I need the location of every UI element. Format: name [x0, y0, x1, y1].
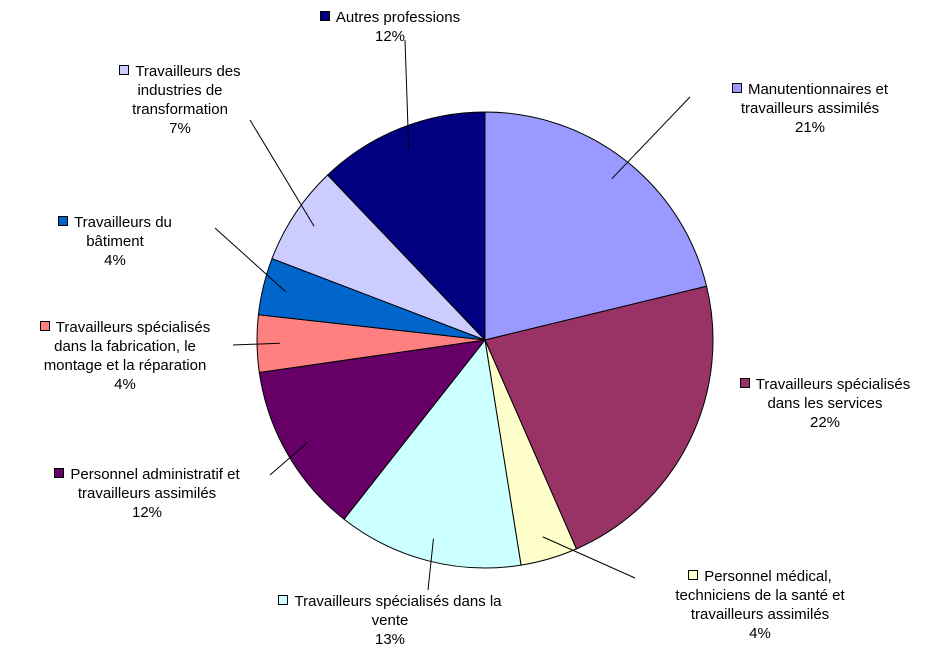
value-label: 13%: [374, 631, 406, 648]
value-label: 12%: [374, 28, 406, 45]
slice-label: Travailleurs spécialisés dans les servic…: [725, 375, 925, 432]
legend-key: [54, 468, 65, 478]
legend-key: [731, 83, 742, 93]
category-name: Travailleurs spécialisés dans la fabrica…: [43, 319, 211, 374]
value-label: 4%: [749, 625, 771, 642]
value-label: 7%: [169, 120, 191, 137]
slice-label: Travailleurs du bâtiment 4%: [45, 213, 185, 270]
slice-label: Travailleurs spécialisés dans la vente 13…: [278, 592, 503, 649]
slice-label: Manutentionnaires et travailleurs assimi…: [708, 80, 913, 137]
category-name: Manutentionnaires et travailleurs assimi…: [740, 81, 889, 117]
legend-key: [119, 65, 130, 75]
value-label: 4%: [114, 376, 136, 393]
slice-label: Travailleurs des industries de transform…: [103, 62, 258, 138]
value-label: 21%: [794, 119, 826, 136]
slice-label: Personnel médical, techniciens de la san…: [668, 567, 853, 643]
legend-key: [278, 595, 289, 605]
pie-slice: [484, 111, 708, 341]
category-name: Travailleurs spécialisés dans la vente: [294, 593, 502, 629]
leader-line: [611, 96, 691, 180]
pie-slice: [326, 111, 486, 342]
leader-line: [542, 536, 636, 579]
leader-line: [214, 227, 286, 292]
value-label: 22%: [809, 414, 841, 431]
leader-line: [232, 342, 280, 346]
slice-label: Autres professions 12%: [290, 8, 490, 46]
pie-slice: [258, 339, 487, 520]
category-name: Personnel médical, techniciens de la san…: [675, 568, 845, 623]
value-label: 12%: [131, 504, 163, 521]
leader-line: [249, 119, 315, 227]
value-label: 4%: [104, 252, 126, 269]
pie-slice: [484, 285, 714, 550]
legend-key: [39, 321, 50, 331]
category-name: Travailleurs spécialisés dans les servic…: [755, 376, 911, 412]
legend-key: [58, 216, 69, 226]
legend-key: [688, 570, 699, 580]
leader-line: [427, 538, 434, 591]
legend-key: [319, 11, 330, 21]
slice-label: Personnel administratif et travailleurs …: [30, 465, 265, 522]
pie-slice: [343, 338, 522, 569]
slice-label: Travailleurs spécialisés dans la fabrica…: [25, 318, 225, 394]
leader-line: [404, 39, 410, 150]
category-name: Personnel administratif et travailleurs …: [70, 466, 240, 502]
category-name: Travailleurs des industries de transform…: [132, 63, 241, 118]
category-name: Travailleurs du bâtiment: [74, 214, 172, 250]
pie-slice: [271, 174, 486, 341]
category-name: Autres professions: [335, 9, 461, 26]
legend-key: [739, 378, 750, 388]
leader-line: [269, 442, 308, 476]
